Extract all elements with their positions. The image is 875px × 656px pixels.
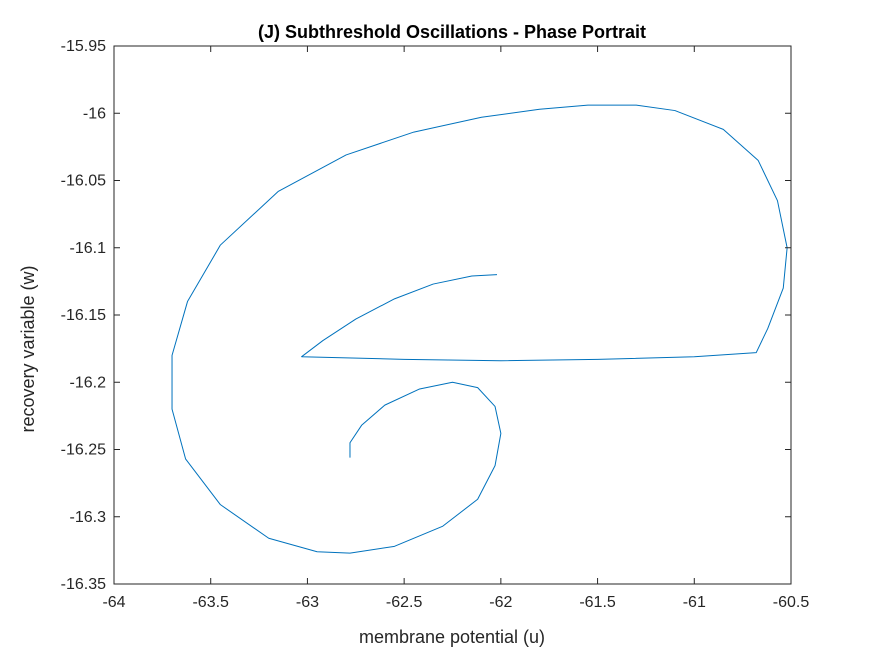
trajectory-line-0: [171, 104, 788, 554]
y-axis-label: recovery variable (w): [18, 265, 38, 432]
x-tick-label: -62: [489, 594, 512, 611]
x-tick-label: -61.5: [579, 594, 616, 611]
y-tick-label: -16.1: [70, 240, 107, 257]
y-tick-label: -16.05: [61, 173, 106, 190]
y-tick-label: -16: [83, 105, 106, 122]
x-tick-label: -62.5: [386, 594, 423, 611]
y-tick-label: -16.25: [61, 442, 106, 459]
x-tick-label: -60.5: [773, 594, 810, 611]
chart-title: (J) Subthreshold Oscillations - Phase Po…: [258, 22, 646, 42]
y-tick-label: -16.3: [70, 509, 107, 526]
y-tick-label: -16.2: [70, 374, 107, 391]
y-tick-label: -16.35: [61, 576, 106, 593]
plot-background: [114, 46, 791, 584]
plot-area: [113, 45, 792, 585]
x-axis-label: membrane potential (u): [359, 627, 545, 647]
x-axis-ticks: -64 -63.5 -63 -62.5 -62 -61.5 -61 -60.5: [102, 46, 809, 611]
y-tick-label: -15.95: [61, 38, 106, 55]
y-tick-label: -16.15: [61, 307, 106, 324]
x-tick-label: -64: [102, 594, 125, 611]
x-tick-label: -61: [683, 594, 706, 611]
y-axis-ticks: -16.35 -16.3 -16.25 -16.2 -16.15 -16.1 -16.05 -…: [61, 38, 791, 593]
x-tick-label: -63: [296, 594, 319, 611]
x-tick-label: -63.5: [192, 594, 229, 611]
